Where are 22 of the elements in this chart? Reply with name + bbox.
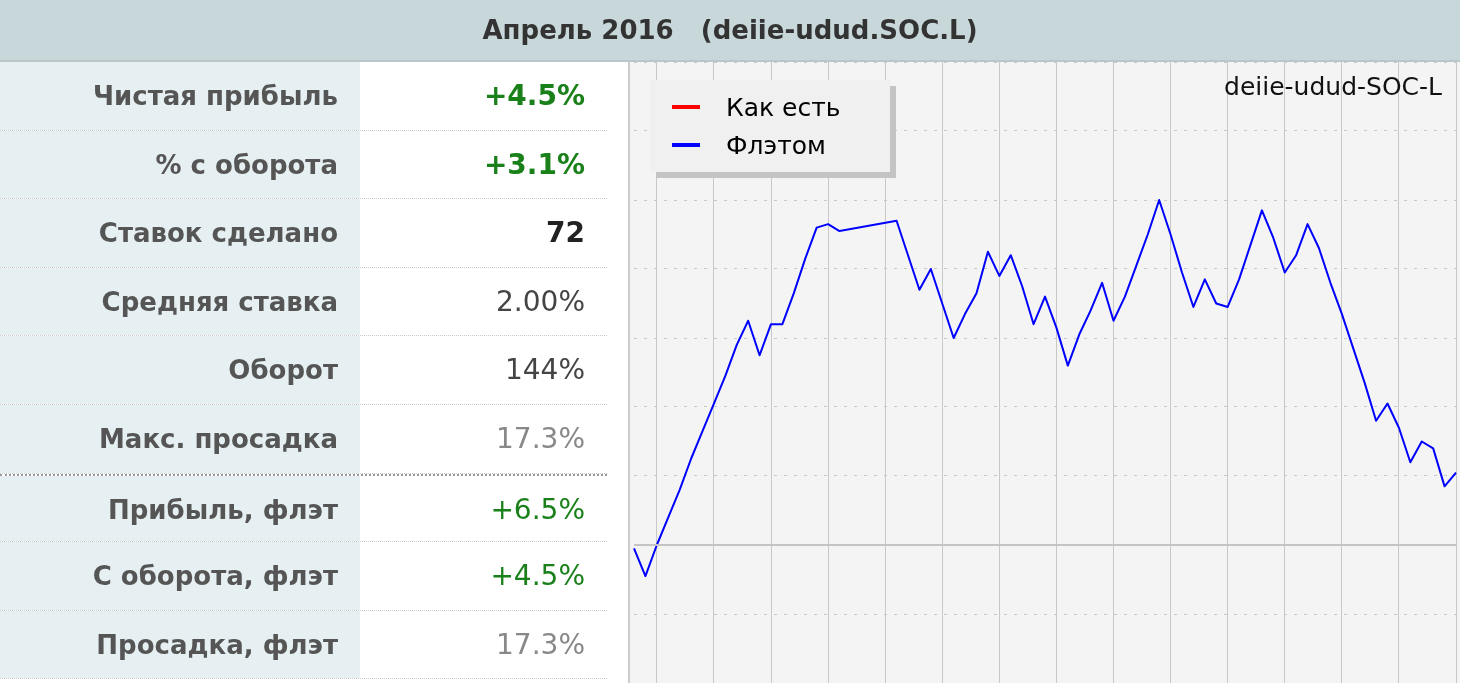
text: Просадка, флэт <box>0 610 360 679</box>
text: С оборота, флэт <box>0 542 360 610</box>
text: Макс. просадка <box>0 404 360 473</box>
text: Прибыль, флэт <box>0 475 360 542</box>
text: +3.1% <box>482 146 586 183</box>
text: Средняя ставка <box>0 267 360 336</box>
text: Чистая прибыль <box>0 62 360 130</box>
text: 17.3% <box>495 626 586 663</box>
text: 144% <box>503 352 586 389</box>
text: +4.5% <box>482 78 586 114</box>
chart-title: deiie-udud-SOC-L <box>1224 72 1443 101</box>
text: 2.00% <box>495 283 586 320</box>
text: 72 <box>545 215 586 252</box>
text: % с оборота <box>0 130 360 199</box>
text: +4.5% <box>489 558 586 595</box>
text: Оборот <box>0 336 360 404</box>
text: Ставок сделано <box>0 199 360 267</box>
legend-label: Флэтом <box>726 130 826 160</box>
legend-label: Как есть <box>726 92 841 122</box>
text: Апрель 2016 (deiie-udud.SOC.L) <box>0 0 1460 62</box>
text: 17.3% <box>495 420 586 457</box>
text: +6.5% <box>489 491 586 528</box>
